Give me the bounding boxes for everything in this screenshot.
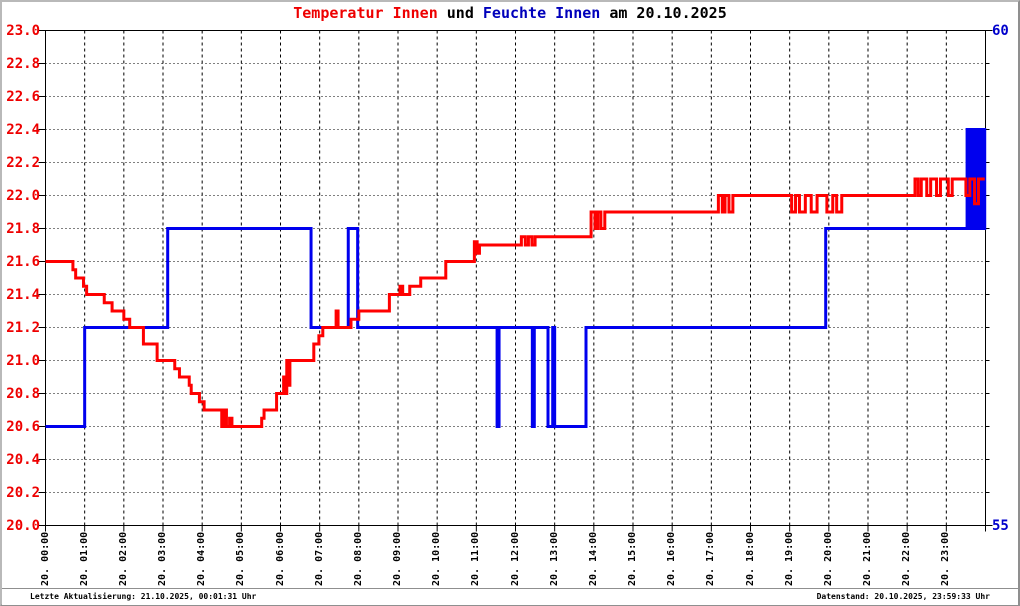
x-axis-tick-label: 20. 15:00: [627, 531, 638, 586]
chart-title-humidity: Feuchte Innen: [482, 4, 601, 22]
y-left-tick-label: 22.0: [6, 187, 40, 204]
chart-title-temperature: Temperatur Innen: [293, 4, 438, 22]
y-right-tick-label: 60: [992, 22, 1009, 39]
x-axis-tick-label: 20. 06:00: [274, 531, 286, 586]
humidity-line: [45, 128, 987, 428]
status-last-update: Letzte Aktualisierung: 21.10.2025, 00:01…: [30, 592, 257, 601]
x-axis-tick-label: 20. 00:00: [39, 531, 51, 586]
x-axis-tick-label: 20. 08:00: [352, 531, 364, 586]
x-axis-tick-label: 20. 17:00: [705, 531, 717, 586]
y-left-tick-label: 20.2: [6, 484, 40, 501]
x-axis-tick-label: 20. 16:00: [666, 531, 678, 586]
x-axis-tick-label: 20. 11:00: [470, 531, 482, 586]
chart-title-date: am 20.10.2025: [600, 4, 727, 22]
x-axis-tick-label: 20. 23:00: [940, 531, 952, 586]
y-left-tick-label: 21.4: [6, 286, 40, 303]
x-axis-tick-label: 20. 05:00: [235, 531, 247, 586]
y-left-tick-label: 22.8: [6, 55, 40, 72]
x-axis-tick-label: 20. 12:00: [509, 531, 521, 586]
chart-title: Temperatur Innen und Feuchte Innen am 20…: [0, 4, 1020, 22]
y-left-tick-label: 22.2: [6, 154, 40, 171]
y-left-tick-label: 20.8: [6, 385, 40, 402]
y-left-tick-label: 20.6: [6, 418, 40, 435]
y-left-tick-label: 21.6: [6, 253, 40, 270]
x-axis-tick-label: 20. 18:00: [744, 531, 756, 586]
y-left-tick-label: 21.8: [6, 220, 40, 237]
x-axis-tick-label: 20. 22:00: [901, 531, 913, 586]
x-axis-tick-label: 20. 01:00: [78, 531, 90, 586]
status-data-state: Datenstand: 20.10.2025, 23:59:33 Uhr: [816, 592, 990, 601]
x-axis-tick-label: 20. 14:00: [587, 531, 599, 586]
x-axis-tick-label: 20. 07:00: [313, 531, 325, 586]
x-axis-tick-label: 20. 20:00: [822, 531, 834, 586]
y-left-tick-label: 21.0: [6, 352, 40, 369]
y-left-tick-label: 22.4: [6, 121, 40, 138]
temperature-line: [45, 177, 985, 428]
x-axis-tick-label: 20. 19:00: [783, 531, 795, 586]
y-left-tick-label: 22.6: [6, 88, 40, 105]
y-left-tick-label: 20.4: [6, 451, 40, 468]
y-left-tick-label: 20.0: [6, 517, 40, 534]
y-left-tick-label: 23.0: [6, 22, 40, 39]
y-right-tick-label: 55: [992, 517, 1009, 534]
x-axis-tick-label: 20. 02:00: [117, 531, 129, 586]
x-axis-tick-label: 20. 13:00: [548, 531, 560, 586]
x-axis-tick-label: 20. 21:00: [862, 531, 873, 586]
y-left-tick-label: 21.2: [6, 319, 40, 336]
x-axis-tick-label: 20. 03:00: [157, 531, 168, 586]
x-axis-tick-label: 20. 09:00: [392, 531, 403, 586]
chart-title-und: und: [437, 4, 483, 22]
x-axis-tick-label: 20. 04:00: [196, 531, 208, 586]
x-axis-tick-label: 20. 10:00: [431, 531, 443, 586]
status-bar: Letzte Aktualisierung: 21.10.2025, 00:01…: [2, 588, 1018, 605]
